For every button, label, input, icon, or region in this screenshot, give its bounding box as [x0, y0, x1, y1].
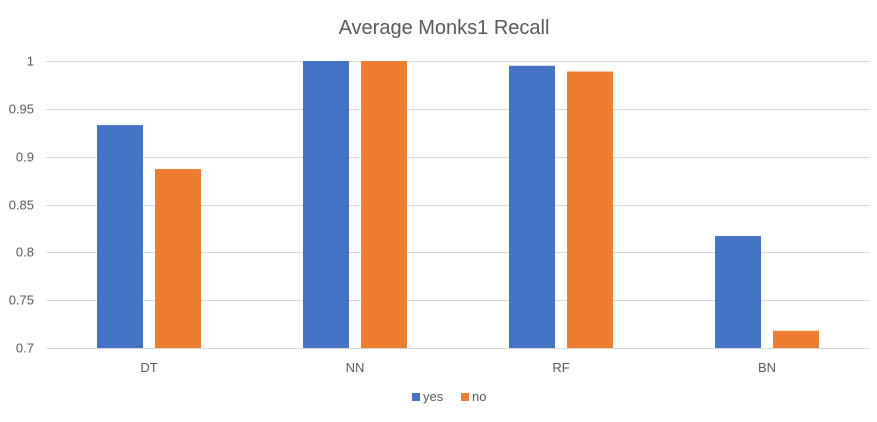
x-tick-label: DT: [140, 360, 157, 375]
legend-label-yes: yes: [423, 389, 444, 404]
x-tick-label: BN: [758, 360, 776, 375]
bar-yes-rf: [509, 65, 555, 349]
bar-yes-dt: [97, 125, 143, 348]
bar-no-rf: [567, 71, 613, 349]
legend-swatch-no: [461, 393, 469, 401]
x-axis-ticks: DT NN RF BN: [140, 360, 776, 375]
y-tick-label: 0.95: [9, 102, 34, 117]
x-tick-label: NN: [346, 360, 365, 375]
bar-no-bn: [773, 330, 819, 348]
chart-title: Average Monks1 Recall: [339, 17, 550, 39]
y-tick-label: 0.7: [16, 341, 34, 356]
bar-no-nn: [361, 61, 407, 348]
y-tick-label: 0.8: [16, 245, 34, 260]
legend-label-no: no: [472, 389, 486, 404]
bar-yes-nn: [303, 61, 349, 348]
bar-yes-bn: [715, 236, 761, 348]
y-axis-ticks: 0.7 0.75 0.8 0.85 0.9 0.95 1: [9, 54, 34, 356]
y-tick-label: 0.9: [16, 150, 34, 165]
y-tick-label: 1: [27, 54, 34, 69]
legend-swatch-yes: [412, 393, 420, 401]
bars: [97, 61, 819, 349]
x-tick-label: RF: [552, 360, 569, 375]
legend: yes no: [412, 389, 486, 404]
y-tick-label: 0.85: [9, 198, 34, 213]
bar-no-dt: [155, 169, 201, 348]
y-tick-label: 0.75: [9, 293, 34, 308]
